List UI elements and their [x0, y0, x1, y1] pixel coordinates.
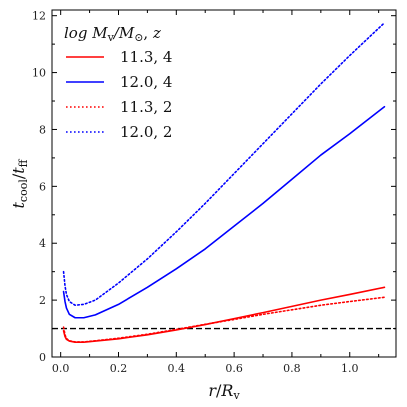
plot-frame [51, 9, 397, 358]
series-line-4 [62, 21, 386, 307]
y-tick-label: 6 [39, 180, 46, 193]
legend-entry-1: 11.3, 4 [120, 48, 172, 66]
legend-entry-4: 12.0, 2 [120, 123, 172, 141]
x-tick-label: 0.4 [168, 362, 186, 375]
y-tick-label: 12 [32, 10, 46, 23]
legend-entry-3: 11.3, 2 [120, 98, 172, 116]
series-line-1 [62, 286, 386, 344]
series-line-3 [62, 296, 386, 343]
legend: log Mv/M⊙, z 11.3, 4 12.0, 4 11.3, 2 12.0, … [64, 24, 172, 141]
legend-entries: 11.3, 4 12.0, 4 11.3, 2 12.0, 2 [66, 48, 172, 141]
x-tick-label: 0.8 [283, 362, 301, 375]
y-axis-label: tcool/tff [9, 158, 30, 208]
x-tick-label: 0.6 [225, 362, 243, 375]
x-tick-label: 1.0 [341, 362, 359, 375]
y-tick-label: 2 [39, 294, 46, 307]
y-tick-label: 10 [32, 67, 46, 80]
y-tick-label: 4 [39, 237, 46, 250]
legend-entry-2: 12.0, 4 [120, 73, 172, 91]
x-axis-label: r/Rv [208, 381, 240, 402]
series-line-2 [62, 105, 386, 319]
series-group [62, 21, 386, 344]
x-tick-label: 0.2 [110, 362, 128, 375]
y-tick-label: 8 [39, 123, 46, 136]
axis-ticks: 0.0 0.2 0.4 0.6 0.8 1.0 0 2 4 6 8 10 12 [32, 10, 396, 375]
y-tick-label: 0 [39, 351, 46, 364]
x-tick-label: 0.0 [52, 362, 70, 375]
legend-title: log Mv/M⊙, z [64, 24, 161, 44]
